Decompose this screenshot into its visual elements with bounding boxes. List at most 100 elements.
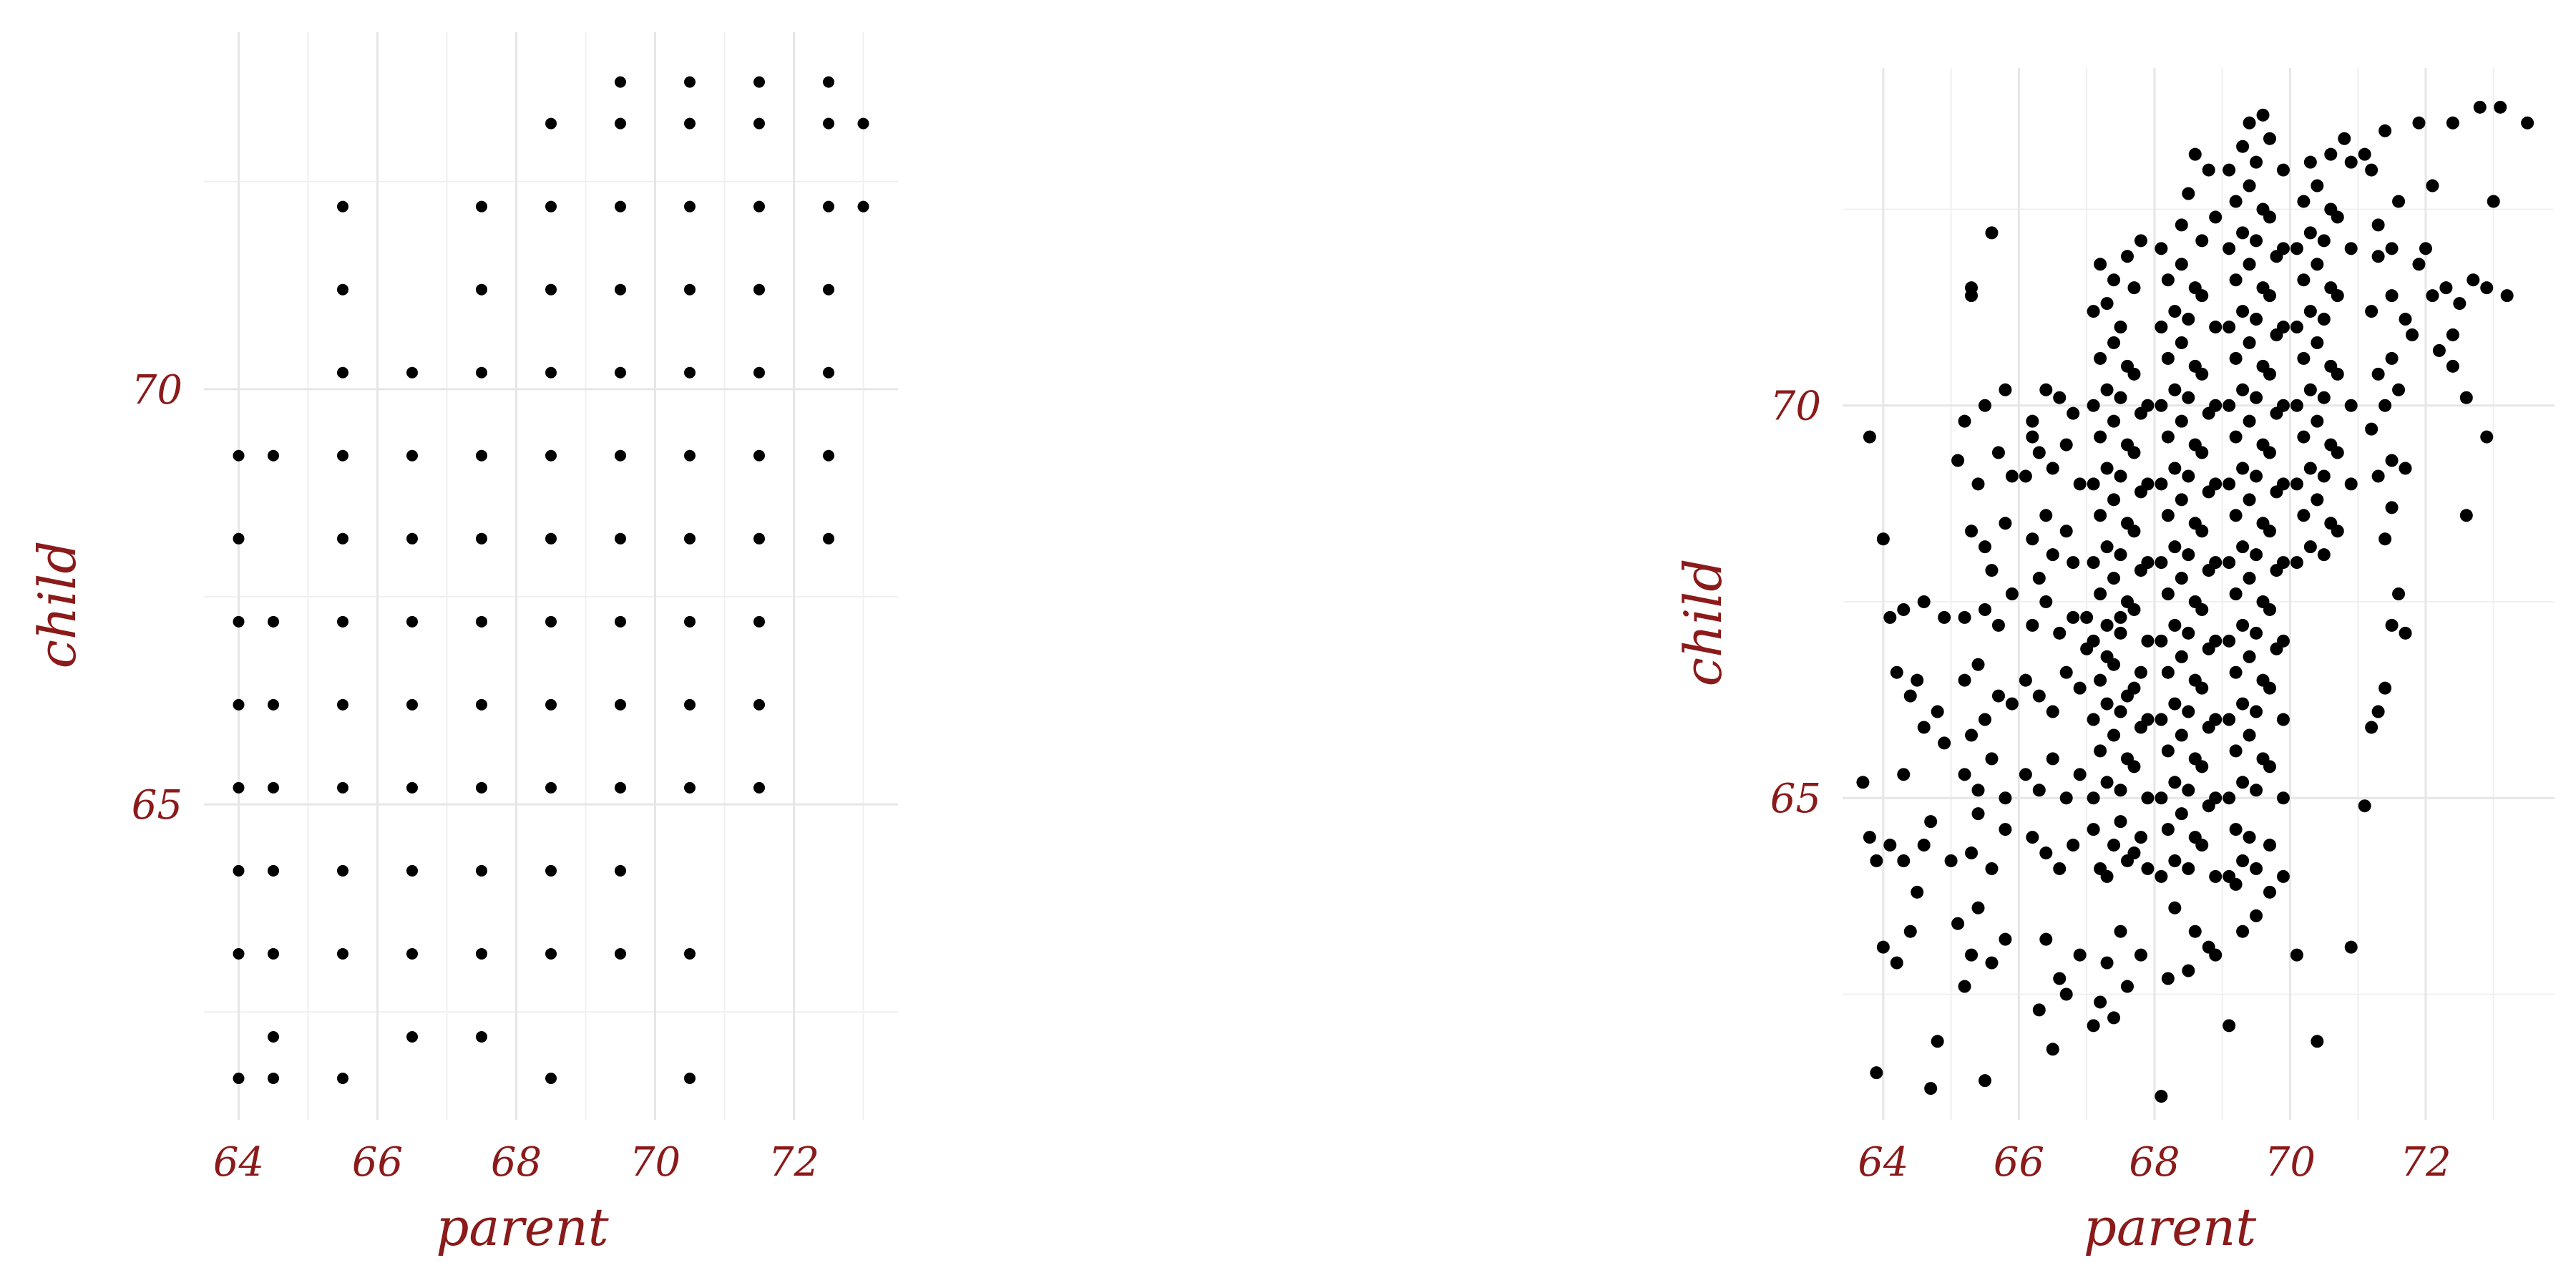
data-point: [337, 532, 348, 545]
data-point: [2250, 909, 2263, 922]
data-point: [2446, 116, 2459, 130]
x-axis-title: parent: [436, 1197, 609, 1257]
data-point: [2114, 705, 2127, 718]
data-point: [2100, 462, 2114, 475]
data-point: [2134, 831, 2147, 844]
data-point: [545, 449, 557, 462]
data-point: [2182, 705, 2195, 718]
data-point: [615, 76, 626, 88]
data-point: [2168, 305, 2182, 318]
data-point: [2358, 799, 2371, 813]
data-point: [753, 449, 765, 462]
data-point: [2276, 869, 2290, 883]
data-point: [545, 200, 557, 213]
data-point: [2155, 242, 2168, 255]
data-point: [2317, 548, 2331, 562]
data-point: [2059, 791, 2073, 805]
data-point: [2039, 847, 2053, 860]
data-point: [337, 781, 348, 794]
data-point: [615, 698, 626, 711]
data-point: [2311, 1035, 2324, 1048]
data-point: [2168, 540, 2182, 554]
data-point: [2432, 343, 2446, 357]
data-point: [2250, 705, 2263, 718]
data-point: [2473, 100, 2487, 114]
data-point: [2229, 823, 2243, 836]
data-point: [2243, 179, 2256, 192]
data-point: [2256, 595, 2270, 608]
data-point: [2067, 556, 2080, 570]
data-point: [2229, 509, 2243, 522]
data-point: [1931, 705, 1944, 718]
data-point: [823, 76, 834, 88]
data-point: [1944, 854, 1958, 867]
data-point: [753, 615, 765, 628]
data-point: [2317, 234, 2331, 248]
data-point: [2243, 572, 2256, 585]
data-point: [1903, 924, 1917, 938]
data-point: [2094, 587, 2107, 600]
data-point: [684, 781, 696, 794]
data-point: [2107, 1011, 2121, 1025]
data-point: [268, 1072, 279, 1084]
data-point: [2121, 517, 2134, 530]
data-point: [2175, 218, 2188, 232]
data-point: [2026, 414, 2039, 428]
data-point: [2290, 948, 2303, 962]
data-point: [2026, 831, 2039, 844]
data-point: [2100, 697, 2114, 711]
data-point: [1991, 446, 2005, 459]
data-point: [2236, 854, 2250, 867]
data-point: [2223, 634, 2236, 648]
data-point: [2032, 784, 2046, 797]
data-point: [1897, 602, 1911, 616]
data-point: [2446, 359, 2459, 373]
data-point: [615, 781, 626, 794]
data-point: [2250, 234, 2263, 248]
data-point: [1938, 610, 1951, 624]
data-point: [2243, 650, 2256, 663]
data-point: [2019, 768, 2032, 781]
data-point: [2344, 940, 2358, 954]
data-point: [684, 698, 696, 711]
data-point: [337, 366, 348, 379]
data-point: [2276, 242, 2290, 255]
data-point: [476, 947, 487, 960]
data-point: [2182, 626, 2195, 640]
data-point: [2114, 391, 2127, 404]
data-point: [2500, 289, 2514, 303]
data-point: [2182, 784, 2195, 797]
data-point: [2121, 438, 2134, 452]
data-point: [2250, 469, 2263, 483]
data-point: [2392, 195, 2406, 208]
data-point: [1870, 854, 1883, 867]
data-point: [476, 1030, 487, 1043]
data-point: [476, 615, 487, 628]
data-point: [2134, 665, 2147, 679]
data-point: [1971, 901, 1985, 914]
data-point: [2121, 752, 2134, 766]
data-point: [2385, 454, 2399, 467]
data-point: [2243, 493, 2256, 507]
data-point: [2094, 351, 2107, 365]
data-point: [2297, 430, 2311, 444]
data-point: [2168, 901, 2182, 914]
data-point: [2155, 713, 2168, 726]
data-point: [233, 532, 245, 545]
data-point: [2053, 972, 2067, 985]
x-tick-label: 64: [213, 1139, 264, 1186]
data-point: [2168, 618, 2182, 632]
data-point: [2324, 359, 2338, 373]
data-point: [476, 200, 487, 213]
data-point: [1965, 281, 1979, 295]
data-point: [2182, 469, 2195, 483]
data-point: [2155, 321, 2168, 334]
data-point: [2182, 391, 2195, 404]
data-point: [2256, 438, 2270, 452]
data-point: [2155, 1090, 2168, 1103]
data-point: [1883, 610, 1897, 624]
data-point: [2297, 509, 2311, 522]
data-point: [2256, 517, 2270, 530]
x-tick-label: 68: [491, 1139, 542, 1186]
data-point: [684, 947, 696, 960]
